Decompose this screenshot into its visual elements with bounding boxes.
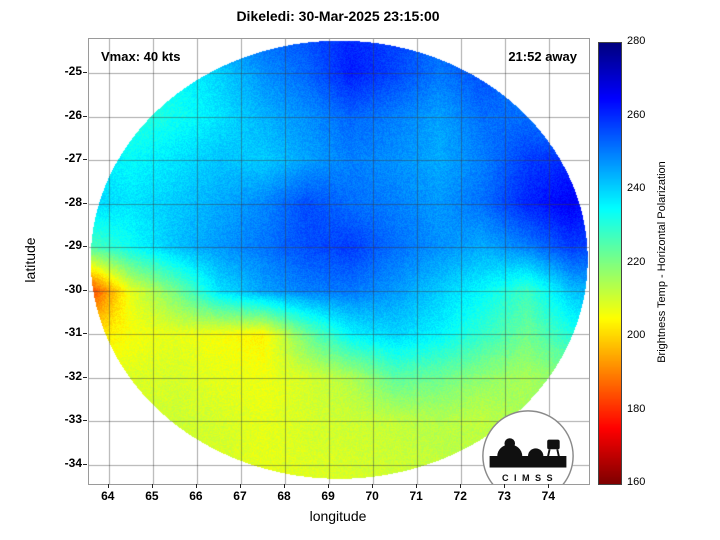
heatmap-canvas: [89, 39, 589, 484]
colorbar-tick-label: 260: [627, 108, 646, 121]
colorbar-tick-label: 280: [627, 35, 646, 47]
cimss-logo-dome-small: [528, 448, 544, 456]
x-tick-mark: [240, 484, 241, 488]
y-axis-label: latitude: [22, 237, 38, 283]
x-axis-label: longitude: [309, 508, 367, 524]
x-tick-label: 66: [189, 489, 203, 503]
x-tick-mark: [372, 484, 373, 488]
colorbar-tick-label: 160: [627, 476, 646, 488]
y-tick-label: -31: [64, 325, 82, 340]
time-offset-annotation: 21:52 away: [508, 49, 577, 64]
y-tick-label: -28: [64, 194, 82, 209]
y-tick-mark: [83, 377, 87, 378]
cimss-logo-dish-mast: [507, 446, 512, 455]
x-tick-mark: [416, 484, 417, 488]
y-tick-label: -33: [64, 412, 82, 427]
cimss-logo-tower-legs: [546, 449, 561, 459]
cimss-logo: C I M S S: [482, 410, 574, 484]
x-tick-mark: [548, 484, 549, 488]
x-tick-mark: [152, 484, 153, 488]
y-tick-mark: [83, 159, 87, 160]
plot-title: Dikeledi: 30-Mar-2025 23:15:00: [236, 8, 440, 24]
x-tick-label: 69: [321, 489, 335, 503]
colorbar: [598, 42, 622, 485]
x-tick-label: 71: [409, 489, 423, 503]
y-tick-mark: [83, 246, 87, 247]
x-tick-label: 68: [277, 489, 291, 503]
colorbar-tick-label: 180: [627, 402, 646, 415]
x-tick-mark: [504, 484, 505, 488]
cimss-logo-text: C I M S S: [502, 473, 554, 483]
x-tick-label: 73: [497, 489, 511, 503]
plot-area: Vmax: 40 kts 21:52 away C I M S S: [88, 38, 590, 485]
cimss-logo-dish: [504, 438, 516, 449]
colorbar-label: Brightness Temp - Horizontal Polarizatio…: [656, 161, 668, 363]
y-tick-label: -26: [64, 107, 82, 122]
x-tick-mark: [284, 484, 285, 488]
y-tick-mark: [83, 333, 87, 334]
x-tick-label: 72: [453, 489, 467, 503]
x-tick-label: 64: [101, 489, 115, 503]
y-tick-mark: [83, 464, 87, 465]
x-tick-label: 74: [541, 489, 556, 503]
colorbar-tick-label: 240: [627, 182, 646, 194]
y-tick-label: -25: [64, 63, 82, 78]
y-tick-mark: [83, 290, 87, 291]
y-tick-label: -30: [64, 281, 82, 296]
x-tick-mark: [108, 484, 109, 488]
colorbar-tick-label: 220: [627, 255, 646, 268]
x-tick-label: 65: [145, 489, 159, 503]
colorbar-tick-label: 200: [627, 329, 646, 341]
y-tick-mark: [83, 72, 87, 73]
y-tick-label: -34: [64, 455, 82, 470]
x-tick-label: 67: [233, 489, 247, 503]
y-tick-mark: [83, 203, 87, 204]
y-tick-mark: [83, 116, 87, 117]
y-tick-label: -27: [64, 151, 82, 166]
x-tick-mark: [460, 484, 461, 488]
cimss-logo-tower-tank: [547, 439, 560, 450]
x-tick-mark: [328, 484, 329, 488]
vmax-annotation: Vmax: 40 kts: [101, 49, 181, 64]
x-tick-mark: [196, 484, 197, 488]
x-tick-label: 70: [365, 489, 379, 503]
cimss-logo-ground: [489, 456, 567, 468]
y-tick-mark: [83, 420, 87, 421]
y-tick-label: -29: [64, 238, 82, 253]
y-tick-label: -32: [64, 368, 82, 383]
